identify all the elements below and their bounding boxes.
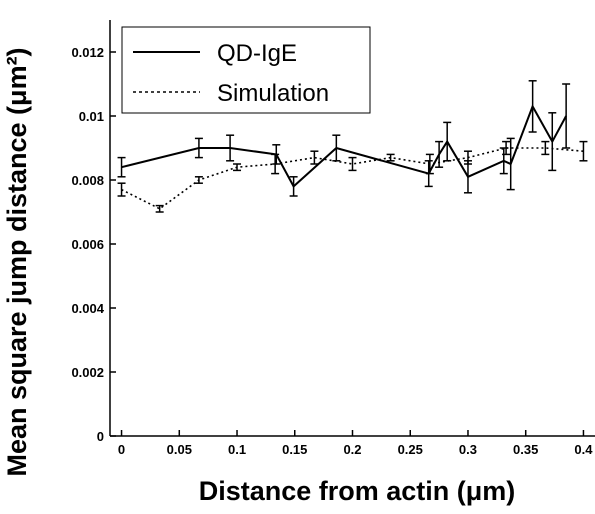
y-tick-label: 0.01 xyxy=(79,109,104,124)
error-bar-simulation xyxy=(117,182,126,197)
x-ticks: 0 0.05 0.1 0.15 0.2 0.25 0.3 0.35 0.4 xyxy=(118,430,593,457)
error-bar-qd-ige xyxy=(463,160,472,194)
error-bar-qd-ige xyxy=(194,137,203,159)
error-bar-qd-ige xyxy=(548,112,557,172)
error-bar-simulation xyxy=(386,153,395,162)
error-bar-qd-ige xyxy=(289,176,298,197)
error-bar-qd-ige xyxy=(117,156,126,178)
y-tick-label: 0.012 xyxy=(71,45,104,60)
x-tick-label: 0.4 xyxy=(574,442,593,457)
error-bar-simulation xyxy=(502,140,511,156)
error-bar-simulation xyxy=(425,153,434,175)
error-bar-simulation xyxy=(155,204,164,213)
x-tick-label: 0.2 xyxy=(343,442,361,457)
error-bar-simulation xyxy=(233,163,242,172)
legend: QD-IgE Simulation xyxy=(121,26,371,114)
error-bar-qd-ige xyxy=(226,134,235,162)
series-layer xyxy=(117,80,588,213)
error-bar-simulation xyxy=(541,140,550,156)
error-bar-qd-ige xyxy=(435,140,444,168)
legend-label-simulation: Simulation xyxy=(217,80,329,107)
x-tick-label: 0.25 xyxy=(398,442,423,457)
y-tick-label: 0.004 xyxy=(71,301,104,316)
error-bar-simulation xyxy=(579,140,588,162)
x-axis-title: Distance from actin (μm) xyxy=(199,476,516,506)
legend-box xyxy=(121,26,371,114)
error-bar-qd-ige xyxy=(562,83,571,149)
error-bar-simulation xyxy=(310,150,319,165)
x-tick-label: 0.35 xyxy=(513,442,538,457)
plot-area: 0 0.05 0.1 0.15 0.2 0.25 0.3 0.35 0.4 0 0.002 0.00… xyxy=(71,20,595,457)
series-line-qd-ige xyxy=(121,104,567,188)
x-tick-label: 0.3 xyxy=(459,442,477,457)
error-bar-qd-ige xyxy=(443,121,452,162)
y-axis-title: Mean square jump distance (μm²) xyxy=(2,47,32,476)
y-ticks: 0 0.002 0.004 0.006 0.008 0.01 0.012 xyxy=(71,45,116,444)
error-bar-simulation xyxy=(271,153,280,175)
error-bar-simulation xyxy=(194,176,203,184)
error-bar-simulation xyxy=(348,156,357,172)
y-tick-label: 0 xyxy=(97,429,104,444)
error-bar-simulation xyxy=(463,150,472,165)
x-tick-label: 0.05 xyxy=(167,442,192,457)
legend-label-qd-ige: QD-IgE xyxy=(217,40,297,67)
y-tick-label: 0.008 xyxy=(71,173,104,188)
x-tick-label: 0.1 xyxy=(228,442,246,457)
y-tick-label: 0.002 xyxy=(71,365,104,380)
error-bar-qd-ige xyxy=(528,80,537,133)
error-bar-qd-ige xyxy=(506,137,515,191)
x-tick-label: 0.15 xyxy=(282,442,307,457)
x-tick-label: 0 xyxy=(118,442,125,457)
y-tick-label: 0.006 xyxy=(71,237,104,252)
